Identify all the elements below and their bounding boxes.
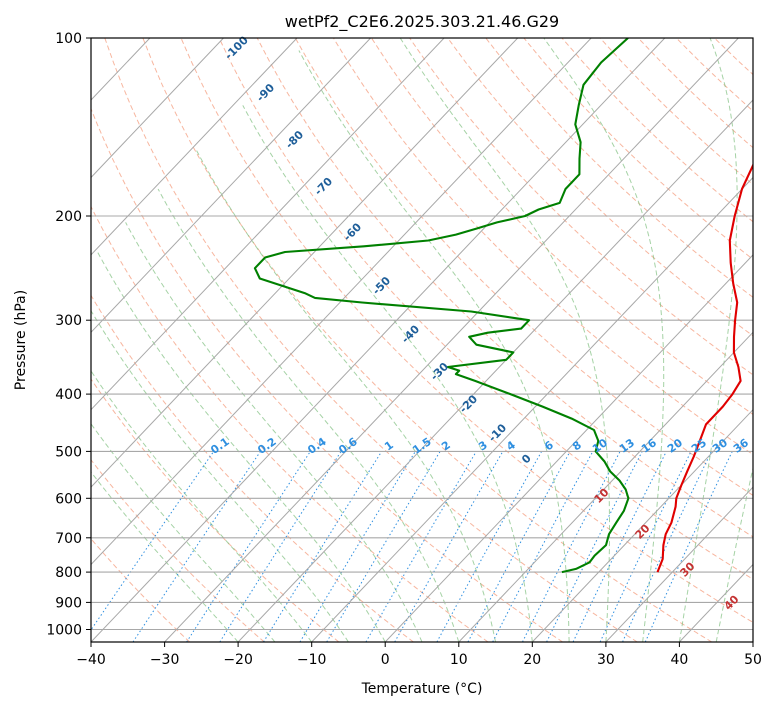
x-tick-label: 0 (381, 652, 390, 668)
moist-adiabat-line (242, 105, 533, 642)
y-tick-label: 700 (55, 531, 82, 547)
moist-adiabat-line (399, 38, 610, 642)
isotherm-line (164, 38, 739, 642)
x-tick-label: −20 (223, 652, 253, 668)
mixing-ratio-line (219, 451, 342, 642)
isotherm-line (91, 38, 666, 642)
moist-adiabat-line (715, 465, 753, 642)
mixing-ratio-line (467, 451, 571, 642)
x-axis-label: Temperature (°C) (361, 681, 483, 697)
dry-adiabat-line (180, 38, 753, 623)
isotherm-line (91, 38, 224, 179)
dry-adiabat-line (256, 38, 753, 538)
isotherm-line (91, 38, 519, 488)
moist-adiabat-line (298, 50, 570, 642)
mixing-ratio-line (186, 451, 311, 642)
mixing-ratio-line (436, 451, 543, 642)
isotherm-line (237, 99, 753, 642)
moist-adiabat-line (91, 369, 313, 642)
x-tick-label: 10 (450, 652, 468, 668)
dry-adiabat-line (91, 458, 265, 642)
y-tick-label: 600 (55, 491, 82, 507)
mixing-ratio-line (299, 451, 416, 642)
dry-adiabat-line (91, 107, 563, 642)
isotherm-line (91, 38, 371, 334)
dry-adiabat-line (91, 205, 489, 642)
y-axis-label: Pressure (hPa) (13, 290, 29, 390)
plot-frame (90, 37, 754, 643)
isotherm-line (91, 38, 298, 256)
y-tick-label: 300 (55, 313, 82, 329)
x-tick-label: 40 (670, 652, 688, 668)
moist-adiabat-line (125, 222, 423, 642)
y-tick-label: 400 (55, 387, 82, 403)
plot-background-lines (91, 38, 753, 642)
isotherm-line (458, 331, 753, 642)
dry-adiabat-line (371, 38, 753, 415)
moist-adiabat-line (91, 471, 239, 642)
moist-adiabat-line (97, 251, 386, 642)
sounding-lines (253, 38, 753, 574)
isotherm-line (91, 38, 445, 411)
x-tick-label: −30 (150, 652, 180, 668)
y-tick-label: 1000 (46, 623, 82, 639)
mixing-ratio-line (546, 451, 643, 642)
moist-adiabat-line (91, 422, 276, 642)
y-tick-label: 900 (55, 595, 82, 611)
dewpoint-profile-line (253, 38, 630, 574)
moist-adiabat-line (157, 188, 460, 642)
chart-title: wetPf2_C2E6.2025.303.21.46.G29 (285, 12, 559, 32)
dry-adiabat-line (447, 38, 753, 337)
x-axis: −40 −30 −20 −10 0 10 20 30 40 50 (76, 642, 762, 668)
moist-adiabat-line (91, 309, 349, 642)
mixing-ratio-line (522, 451, 621, 642)
x-tick-label: −40 (76, 652, 106, 668)
moist-adiabat-line (543, 38, 665, 642)
dry-adiabat-line (294, 38, 753, 496)
isotherm-line (91, 38, 592, 566)
x-tick-label: −10 (297, 652, 327, 668)
x-tick-label: 50 (744, 652, 762, 668)
isotherm-line (605, 486, 753, 642)
isotherm-line (384, 254, 753, 642)
mixing-ratio-line (394, 451, 504, 642)
y-tick-label: 500 (55, 444, 82, 460)
dry-adiabat-line (104, 38, 638, 642)
temperature-profile-line (656, 162, 753, 573)
isotherm-line (311, 176, 753, 642)
y-tick-label: 800 (55, 565, 82, 581)
y-tick-label: 100 (55, 31, 82, 47)
mixing-ratio-line (91, 451, 215, 631)
y-axis: 100 200 300 400 500 600 700 800 900 1000 (46, 31, 91, 639)
dry-adiabat-line (218, 38, 753, 580)
dry-adiabat-line (142, 38, 713, 642)
y-tick-label: 200 (55, 209, 82, 225)
x-tick-label: 20 (523, 652, 541, 668)
x-tick-label: 30 (597, 652, 615, 668)
dry-adiabat-line (91, 537, 191, 642)
mixing-ratio-line (263, 451, 383, 642)
isotherm-line (531, 408, 753, 642)
